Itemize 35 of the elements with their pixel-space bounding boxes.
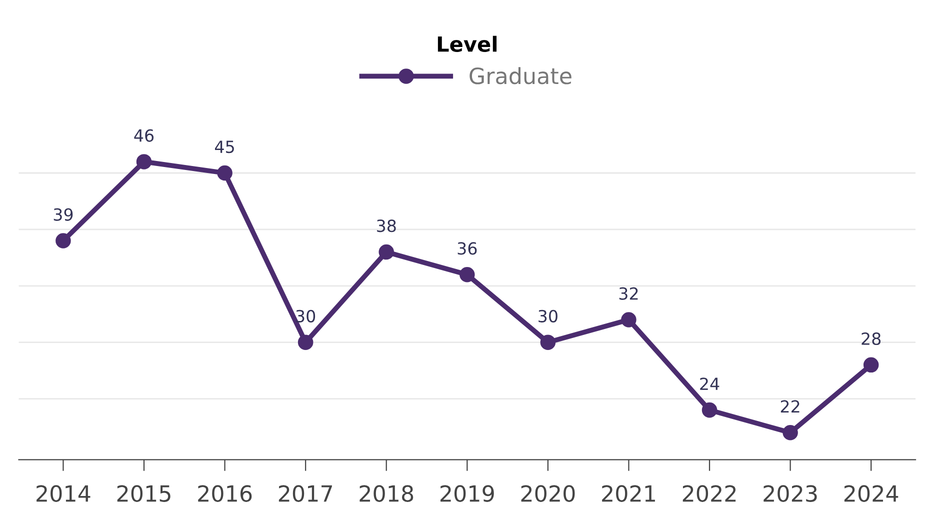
data-label: 30 — [538, 310, 558, 322]
data-label: 39 — [54, 208, 73, 221]
data-label: 32 — [619, 287, 638, 300]
point — [56, 233, 71, 248]
data-label: 46 — [134, 129, 154, 142]
point — [136, 154, 152, 170]
x-tick-label: 2023 — [764, 485, 817, 502]
point — [782, 425, 798, 440]
x-tick-label: 2014 — [36, 485, 90, 502]
data-label: 24 — [700, 378, 720, 390]
data-label: 28 — [862, 332, 881, 346]
point — [378, 244, 394, 260]
x-tick-label: 2022 — [682, 485, 736, 502]
x-tick-label: 2019 — [440, 485, 494, 502]
legend-label: Graduate — [470, 67, 572, 84]
point — [298, 334, 314, 350]
data-label: 22 — [780, 400, 800, 413]
data-label: 30 — [296, 310, 316, 322]
point — [217, 165, 232, 181]
point — [460, 266, 475, 282]
x-tick-label: 2020 — [521, 485, 575, 502]
point — [540, 334, 556, 350]
data-label: 38 — [377, 220, 396, 232]
x-tick-label: 2017 — [278, 485, 332, 502]
x-tick-label: 2018 — [360, 485, 414, 502]
x-tick-label: 2024 — [844, 485, 898, 502]
x-tick-label: 2021 — [602, 485, 655, 502]
legend-title: Level — [438, 36, 497, 52]
data-label: 36 — [458, 242, 477, 255]
data-label: 45 — [215, 140, 234, 154]
point — [621, 312, 636, 328]
point — [863, 357, 879, 373]
x-tick-label: 2015 — [117, 485, 170, 502]
x-tick-label: 2016 — [198, 485, 252, 502]
point — [702, 402, 718, 418]
